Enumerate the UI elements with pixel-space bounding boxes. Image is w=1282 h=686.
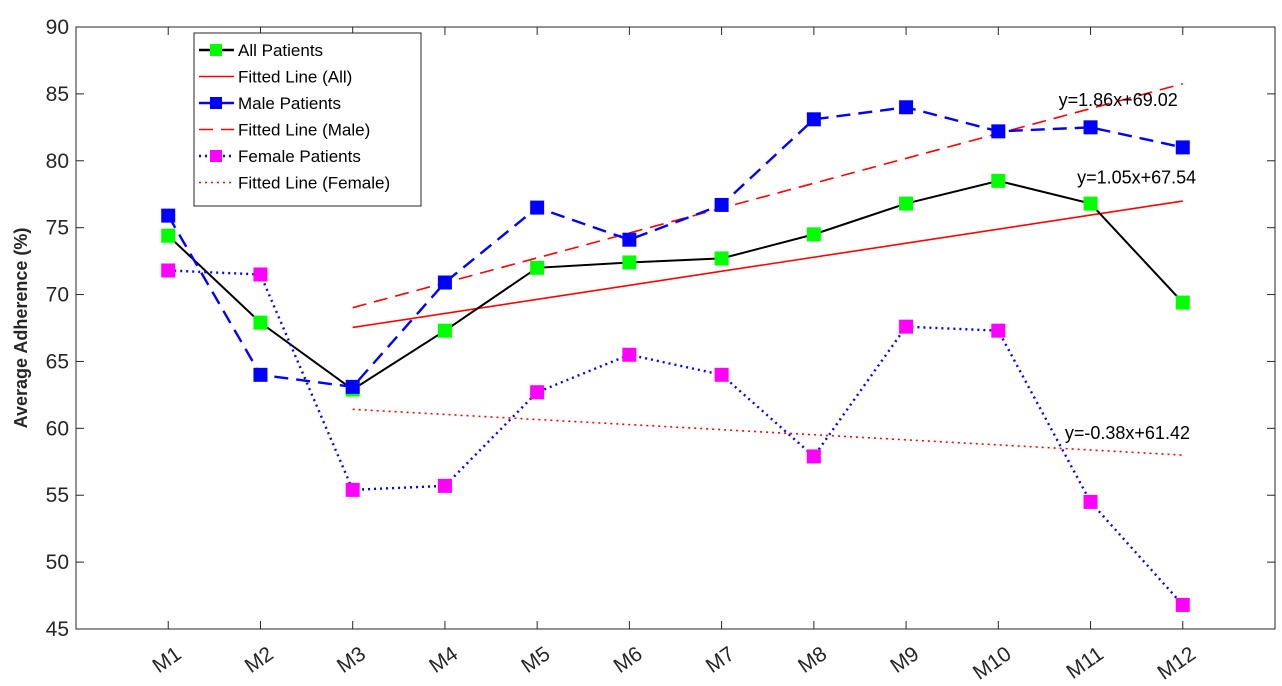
x-tick-label: M10 (969, 642, 1016, 684)
data-point (345, 379, 360, 394)
data-point (161, 228, 176, 243)
fit-line (352, 408, 1183, 456)
fit-equation-label: y=-0.38x+61.42 (1065, 423, 1190, 443)
data-point (253, 315, 268, 330)
data-point (530, 200, 545, 215)
plot-frame (75, 26, 1276, 630)
data-point (714, 367, 729, 382)
series-line (168, 269, 1184, 606)
y-tick-label: 55 (46, 484, 69, 507)
data-point (622, 347, 637, 362)
data-point (806, 227, 821, 242)
y-tick-label: 60 (46, 417, 69, 440)
data-point (991, 323, 1006, 338)
x-tick-label: M8 (794, 642, 831, 678)
y-tick-label: 45 (46, 618, 69, 641)
data-point (1175, 140, 1190, 155)
fit-equation-label: y=1.05x+67.54 (1077, 168, 1196, 188)
legend-item: Fitted Line (Male) (199, 121, 370, 140)
y-tick-label: 65 (46, 350, 69, 373)
fit-equation-label: y=1.86x+69.02 (1059, 90, 1178, 110)
y-tick-label: 75 (46, 217, 69, 240)
data-point (253, 267, 268, 282)
data-point (714, 251, 729, 266)
legend-item: Female Patients (199, 147, 361, 166)
data-point (899, 100, 914, 115)
legend-label: Female Patients (238, 147, 361, 166)
legend-item: Fitted Line (Female) (199, 174, 390, 193)
data-point (991, 124, 1006, 139)
y-tick-label: 50 (46, 551, 69, 574)
x-tick-label: M4 (425, 642, 462, 678)
series-line (167, 179, 1184, 391)
data-point (806, 449, 821, 464)
data-point (1175, 597, 1190, 612)
data-point (899, 196, 914, 211)
data-point (161, 208, 176, 223)
legend-item: Fitted Line (All) (199, 68, 352, 87)
data-point (437, 478, 452, 493)
legend-label: Fitted Line (All) (238, 68, 352, 87)
data-point (253, 367, 268, 382)
data-point (1083, 494, 1098, 509)
legend-label: All Patients (238, 41, 323, 60)
fit-line (352, 82, 1183, 309)
data-point (806, 112, 821, 127)
fit-line (352, 200, 1183, 329)
x-tick-label: M9 (886, 642, 923, 678)
legend-label: Fitted Line (Female) (238, 174, 390, 193)
data-point (345, 482, 360, 497)
x-tick-label: M2 (241, 642, 278, 678)
x-tick-label: M6 (610, 642, 647, 678)
data-point (530, 260, 545, 275)
data-point (530, 385, 545, 400)
x-tick-label: M5 (517, 642, 554, 678)
data-point (991, 173, 1006, 188)
data-point (1175, 295, 1190, 310)
legend-label: Male Patients (238, 94, 341, 113)
x-tick-label: M7 (702, 642, 739, 678)
legend-item: Male Patients (199, 94, 341, 113)
data-point (161, 263, 176, 278)
y-axis-title: Average Adherence (%) (11, 228, 31, 429)
y-tick-label: 80 (46, 150, 69, 173)
x-tick-label: M1 (148, 642, 185, 678)
legend-marker (210, 44, 222, 56)
legend-marker (210, 97, 222, 109)
legend-marker (210, 150, 222, 162)
x-tick-label: M12 (1153, 642, 1200, 684)
legend-item: All Patients (199, 41, 323, 60)
legend-box (193, 32, 422, 207)
data-point (1083, 120, 1098, 135)
y-tick-label: 85 (46, 83, 69, 106)
series-line (167, 106, 1184, 389)
x-tick-label: M3 (333, 642, 370, 678)
legend-label: Fitted Line (Male) (238, 121, 370, 140)
data-point (899, 319, 914, 334)
data-point (714, 197, 729, 212)
y-tick-label: 70 (46, 284, 69, 307)
y-tick-label: 90 (46, 16, 69, 39)
data-point (1083, 196, 1098, 211)
data-point (437, 323, 452, 338)
x-tick-label: M11 (1062, 642, 1107, 683)
data-point (622, 255, 637, 270)
data-point (437, 275, 452, 290)
data-point (622, 232, 637, 247)
